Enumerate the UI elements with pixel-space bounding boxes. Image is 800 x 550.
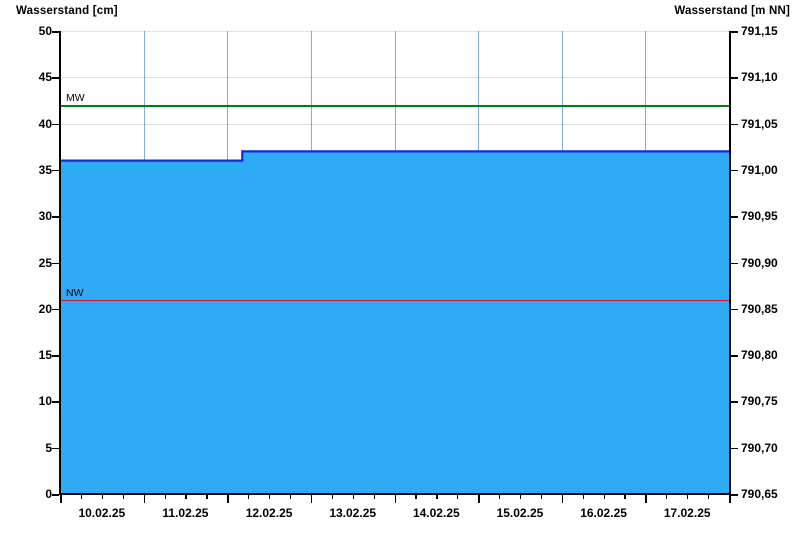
tick-label-right: 790,65 [741,487,778,501]
tick-label-left: 35 [38,162,52,177]
tick-left [52,123,59,126]
tick-right [731,216,738,218]
tick-right [731,262,738,265]
tick-right [731,355,738,357]
left-axis-title: Wasserstand [cm] [16,5,118,17]
tick-label-right: 791,10 [741,70,778,85]
tick-label-left: 25 [38,255,52,270]
tick-x-minor [289,495,292,499]
tick-label-left: 5 [45,440,52,455]
tick-label-left: 10 [38,394,52,409]
tick-left [52,216,59,218]
tick-x-major [645,495,647,503]
tick-x-minor [436,495,438,499]
tick-label-x: 11.02.25 [162,506,209,520]
tick-label-right: 790,85 [741,301,778,316]
tick-right [731,169,738,172]
tick-x-minor [352,495,354,499]
reference-line-mw [60,105,729,107]
tick-x-minor [687,495,689,499]
tick-label-x: 17.02.25 [663,506,711,520]
tick-right [731,31,738,33]
tick-x-minor [80,495,83,499]
tick-x-minor [373,495,375,499]
tick-x-minor [708,495,710,499]
tick-x-major [478,495,480,503]
tick-label-left: 30 [38,209,52,224]
tick-x-minor [666,495,668,499]
tick-left [52,262,59,265]
tick-x-minor [248,495,250,499]
tick-label-right: 790,75 [741,394,778,409]
reference-line-nw [60,299,729,302]
tick-label-right: 790,80 [741,348,778,363]
reference-label-nw: NW [66,286,84,299]
tick-label-left: 40 [38,116,52,131]
tick-left [52,355,59,357]
tick-label-left: 45 [38,70,52,85]
series-line [60,150,729,162]
tick-right [731,77,738,79]
tick-label-left: 15 [38,348,52,363]
tick-x-minor [185,495,187,499]
tick-x-minor [331,495,333,499]
right-axis-spine [729,31,731,495]
tick-right [731,123,738,126]
tick-x-minor [540,495,543,499]
tick-label-x: 12.02.25 [245,506,293,520]
tick-label-right: 791,15 [741,24,778,38]
tick-label-right: 791,00 [741,162,778,177]
tick-x-minor [457,495,459,499]
tick-x-major [394,495,397,503]
tick-left [52,308,59,311]
tick-right [731,308,738,311]
tick-x-major [561,495,564,503]
tick-label-right: 790,95 [741,209,778,224]
tick-x-minor [164,495,166,499]
tick-x-minor [603,495,605,499]
tick-x-minor [519,495,522,499]
tick-right [731,447,738,450]
tick-label-right: 790,70 [741,440,778,455]
reference-label-mw: MW [66,92,85,105]
series-area-fill [60,151,729,494]
tick-right [731,494,738,496]
tick-x-major [227,495,229,503]
tick-x-minor [499,495,501,499]
tick-x-minor [122,495,124,499]
tick-left [52,401,59,403]
tick-label-left: 50 [38,24,52,38]
right-axis-title: Wasserstand [m NN] [674,5,790,17]
tick-left [52,77,59,79]
plot-area: MW NW [60,31,729,495]
tick-x-minor [206,495,208,499]
tick-left [52,31,59,33]
tick-left [52,494,59,496]
tick-x-major [310,495,313,503]
tick-label-left: 0 [45,487,52,501]
tick-left [52,447,59,450]
tick-x-minor [415,495,417,499]
tick-label-x: 16.02.25 [580,506,627,520]
tick-x-major [729,495,731,503]
tick-x-minor [269,495,271,499]
water-level-series [60,150,729,494]
tick-x-minor [624,495,626,499]
tick-x-minor [101,495,103,499]
tick-left [52,169,59,172]
tick-x-major [60,495,62,503]
tick-label-x: 13.02.25 [329,506,377,520]
tick-x-minor [582,495,584,499]
tick-label-x: 15.02.25 [496,506,544,520]
tick-label-x: 14.02.25 [412,506,460,520]
tick-right [731,401,738,403]
left-axis-spine [59,31,61,495]
tick-label-right: 790,90 [741,255,778,270]
tick-x-major [143,495,146,503]
tick-label-left: 20 [38,301,52,316]
bottom-axis-spine [60,493,730,495]
tick-label-right: 791,05 [741,116,778,131]
tick-label-x: 10.02.25 [78,506,126,520]
